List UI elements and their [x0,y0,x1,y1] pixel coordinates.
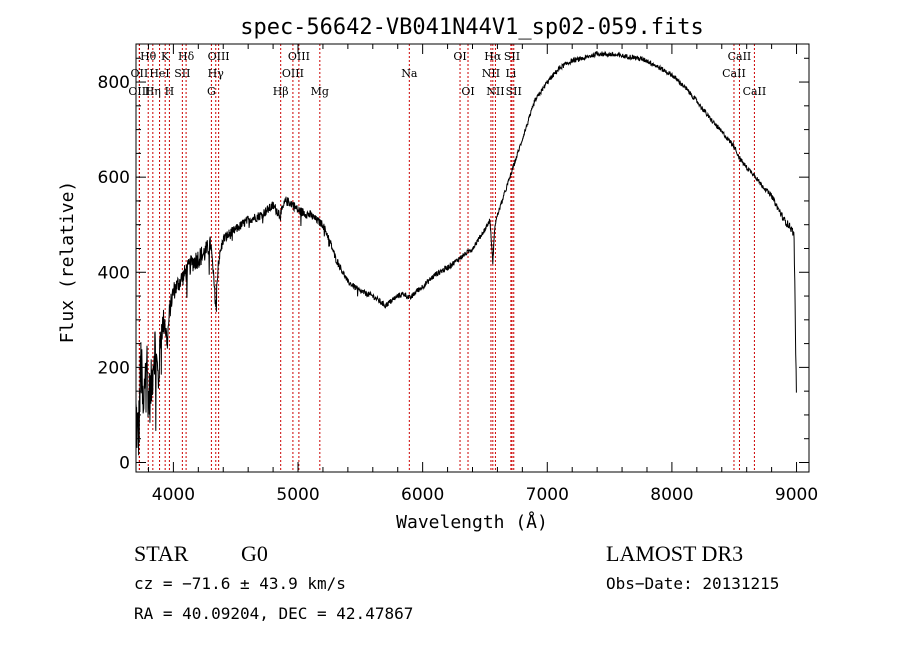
spectrum-curve [135,50,797,456]
line-label-22: SII [504,50,520,63]
x-tick-label: 8000 [650,485,693,505]
line-label-8: SII [174,67,190,80]
y-axis-ticks: 0 200 400 600 800 [98,57,809,473]
line-label-16: Na [401,67,418,80]
line-label-15: Mg [311,85,329,98]
line-label-6: H [165,85,175,98]
coordinates: RA = 40.09204, DEC = 42.47867 [134,604,413,623]
line-label-26: CaII [722,67,746,80]
line-label-0: Hθ [140,50,157,63]
line-label-18: OI [461,85,474,98]
spectral-subclass: G0 [241,541,268,566]
y-tick-label: 800 [98,73,130,93]
line-label-23: Li [505,67,516,80]
spectral-line-markers [138,44,755,472]
line-label-3: Hη [145,85,161,98]
chart-title: spec-56642-VB041N44V1_sp02-059.fits [240,15,704,40]
x-tick-label: 9000 [775,485,818,505]
line-label-21: NII [486,85,504,98]
y-tick-label: 0 [119,453,130,473]
x-tick-label: 5000 [276,485,319,505]
survey-name: LAMOST DR3 [606,541,743,566]
y-tick-label: 400 [98,263,130,283]
line-label-25: CaII [728,50,752,63]
x-tick-label: 7000 [526,485,569,505]
line-label-5: HeI [149,67,169,80]
line-label-27: CaII [743,85,767,98]
y-tick-label: 600 [98,168,130,188]
x-axis-label: Wavelength (Å) [396,511,548,533]
line-label-17: OI [453,50,466,63]
line-label-13: OIII [288,50,310,63]
line-label-20: NII [482,67,500,80]
line-label-14: OIII [282,67,304,80]
plot-frame [135,43,810,473]
x-tick-label: 6000 [401,485,444,505]
line-label-2: OIII [128,85,150,98]
redshift-value: cz = −71.6 ± 43.9 km/s [134,574,346,593]
y-tick-label: 200 [98,358,130,378]
line-label-9: OIII [208,50,230,63]
line-label-24: SII [506,85,522,98]
line-label-19: Hα [484,50,502,63]
line-label-10: Hγ [208,67,225,80]
line-label-4: K [161,50,170,63]
x-tick-label: 4000 [152,485,195,505]
line-label-1: OII [131,67,149,80]
object-class: STAR [134,541,189,566]
line-label-11: G [207,85,216,98]
x-axis-ticks: 4000 5000 6000 7000 8000 9000 [147,44,818,505]
observation-date: Obs−Date: 20131215 [606,574,779,593]
line-label-12: Hβ [273,85,289,98]
y-axis-label: Flux (relative) [57,181,78,344]
line-label-7: Hδ [178,50,195,63]
